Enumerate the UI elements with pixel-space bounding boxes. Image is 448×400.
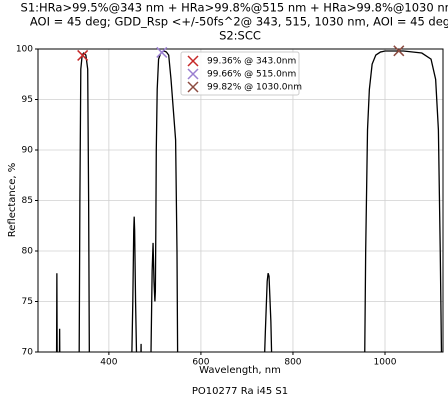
y-tick-label: 90 xyxy=(22,146,34,156)
legend-box xyxy=(180,51,300,96)
legend: 99.36% @ 343.0nm 99.66% @ 515.0nm 99.82% @… xyxy=(180,51,302,96)
plot-frame xyxy=(37,48,444,353)
footer: PO10277 Ra i45 S1 xyxy=(192,386,288,397)
x-tick-label: 800 xyxy=(284,358,301,368)
y-tick-label: 70 xyxy=(22,348,34,358)
legend-marker xyxy=(187,55,199,67)
reflectance-line xyxy=(55,50,443,352)
legend-label: 99.36% @ 343.0nm xyxy=(207,57,296,67)
y-axis-label: Reflectance, % xyxy=(7,163,18,238)
y-tick-label: 75 xyxy=(22,297,33,307)
y-tick-label: 95 xyxy=(22,95,33,105)
legend-marker xyxy=(187,81,199,93)
x-axis-label: Wavelength, nm xyxy=(199,365,281,376)
x-tick-label: 600 xyxy=(192,358,209,368)
y-tick-label: 80 xyxy=(22,247,34,257)
chart-title: AOI = 45 deg; GDD_Rsp <+/-50fs^2@ 343, 5… xyxy=(30,15,448,29)
x-tick-label: 400 xyxy=(100,358,117,368)
legend-marker xyxy=(187,68,199,80)
legend-label: 99.66% @ 515.0nm xyxy=(207,70,296,80)
marker xyxy=(156,46,168,58)
y-tick-label: 100 xyxy=(16,45,33,55)
chart-title: S1:HRa>99.5%@343 nm + HRa>99.8%@515 nm +… xyxy=(21,1,448,15)
legend-label: 99.82% @ 1030.0nm xyxy=(207,83,302,93)
x-tick-label: 1000 xyxy=(374,358,397,368)
marker xyxy=(393,45,405,57)
marker xyxy=(77,49,89,61)
chart-title: S2:SCC xyxy=(219,29,261,43)
y-tick-label: 85 xyxy=(22,196,33,206)
